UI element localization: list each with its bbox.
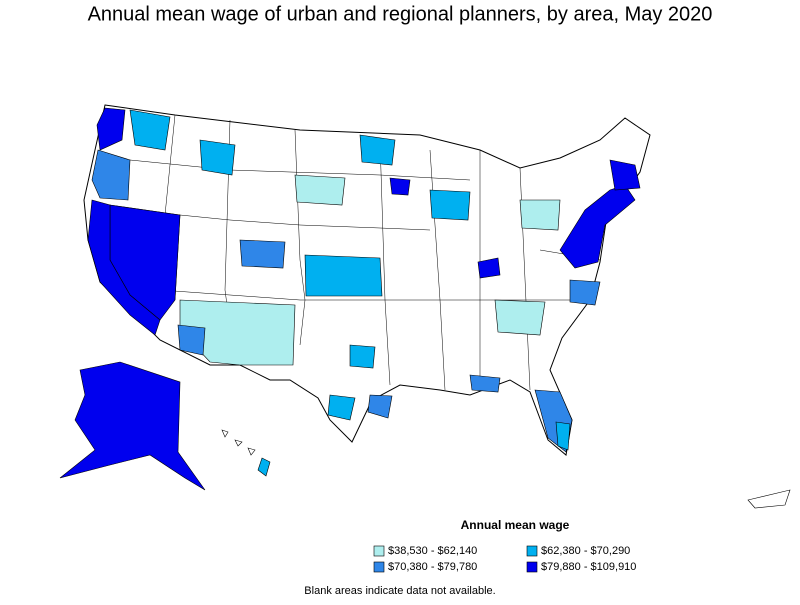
area [257,457,271,477]
area [389,177,411,196]
area [239,239,286,269]
footnote: Blank areas indicate data not available. [304,585,495,597]
area [494,299,546,336]
area [555,421,571,451]
area [91,149,131,201]
area [469,374,501,393]
area [294,174,346,206]
area [199,139,236,176]
hawaii-islands [221,429,791,509]
legend-swatch [373,545,385,557]
legend-swatch [373,561,385,573]
map [59,104,791,509]
legend-label: $70,380 - $79,780 [388,561,477,573]
area [609,159,641,191]
area [569,279,601,306]
area [519,199,561,231]
legend-label: $79,880 - $109,910 [541,561,636,573]
area [477,257,501,279]
area [96,107,126,151]
legend-title: Annual mean wage [461,518,570,532]
area [359,134,396,166]
map-title: Annual mean wage of urban and regional p… [88,3,713,25]
legend-label: $38,530 - $62,140 [388,545,477,557]
area [304,254,383,297]
area [429,189,471,221]
area [349,344,376,369]
legend-label: $62,380 - $70,290 [541,545,630,557]
legend-swatch [526,561,538,573]
legend-swatch [526,545,538,557]
area [559,184,636,269]
area [367,394,393,419]
area [59,361,206,491]
legend: $38,530 - $62,140 $62,380 - $70,290 $70,38… [373,545,636,573]
area [87,199,161,336]
area [129,109,171,151]
area [327,394,356,421]
area [177,324,206,356]
